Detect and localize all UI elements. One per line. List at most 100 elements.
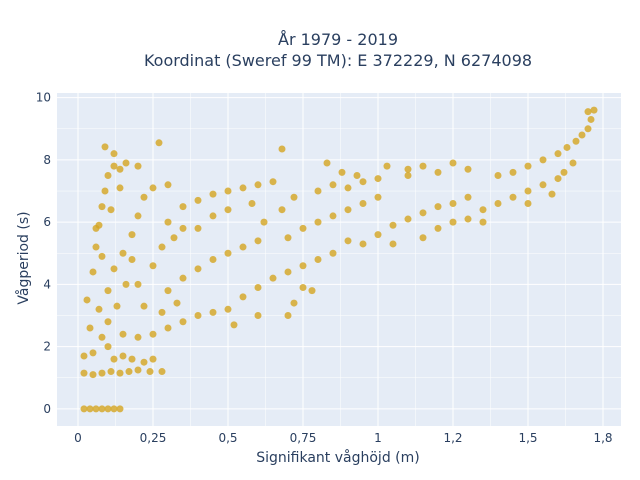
scatter-point <box>449 199 457 207</box>
scatter-point <box>104 343 112 351</box>
scatter-point <box>209 256 217 263</box>
scatter-point <box>98 405 106 413</box>
scatter-point <box>224 249 232 257</box>
scatter-point <box>239 293 247 301</box>
scatter-point <box>164 324 172 332</box>
scatter-point <box>434 168 442 176</box>
scatter-point <box>107 368 115 376</box>
scatter-point <box>389 221 397 229</box>
scatter-point <box>140 302 148 310</box>
scatter-point <box>164 218 172 226</box>
scatter-point <box>578 131 586 139</box>
scatter-point <box>338 168 346 176</box>
scatter-point <box>290 193 298 201</box>
scatter-point <box>290 299 298 307</box>
scatter-point <box>224 206 232 214</box>
scatter-point <box>434 224 442 232</box>
scatter-point <box>554 150 562 158</box>
scatter-point <box>374 231 382 239</box>
y-axis-title: Vågperiod (s) <box>15 211 32 304</box>
scatter-point <box>548 190 556 198</box>
scatter-point <box>134 162 142 170</box>
x-tick-label: 0 <box>74 431 82 445</box>
scatter-point <box>104 318 112 326</box>
scatter-point <box>179 224 187 232</box>
scatter-point <box>140 358 148 366</box>
scatter-point <box>254 237 262 245</box>
scatter-point <box>572 137 580 145</box>
scatter-point <box>107 206 115 214</box>
scatter-point <box>359 178 367 186</box>
scatter-point <box>110 162 118 170</box>
scatter-point <box>524 187 532 195</box>
scatter-point <box>179 203 187 211</box>
scatter-point <box>104 171 112 179</box>
y-tick-label: 6 <box>43 215 51 229</box>
scatter-point <box>194 265 202 273</box>
scatter-point <box>479 206 487 214</box>
x-axis-ticks: 0 0,25 0,5 0,75 1 1,2 1,5 1,8 <box>74 431 612 445</box>
scatter-point <box>494 171 502 179</box>
scatter-point <box>98 252 106 260</box>
scatter-point <box>101 187 109 195</box>
scatter-point <box>179 274 187 282</box>
scatter-point <box>128 231 136 239</box>
chart-title-line-2: Koordinat (Sweref 99 TM): E 372229, N 62… <box>144 51 532 70</box>
scatter-point <box>134 212 142 220</box>
scatter-point <box>449 218 457 226</box>
scatter-point <box>98 333 106 341</box>
scatter-point <box>308 287 316 295</box>
scatter-point <box>560 168 568 176</box>
scatter-point <box>89 349 97 357</box>
scatter-point <box>164 287 172 295</box>
scatter-point <box>128 256 136 263</box>
scatter-point <box>92 405 100 413</box>
scatter-point <box>149 355 157 363</box>
scatter-point <box>329 249 337 257</box>
scatter-point <box>284 268 292 276</box>
scatter-point <box>587 115 595 123</box>
scatter-point <box>590 106 598 114</box>
x-tick-label: 0,75 <box>290 431 317 445</box>
scatter-point <box>329 212 337 220</box>
scatter-point <box>563 143 571 151</box>
scatter-point <box>110 355 118 363</box>
scatter-point <box>95 305 103 313</box>
scatter-point <box>353 171 361 179</box>
scatter-point <box>278 145 286 153</box>
scatter-point <box>239 184 247 192</box>
x-tick-label: 0,5 <box>218 431 237 445</box>
scatter-point <box>149 330 157 338</box>
scatter-point <box>230 321 238 329</box>
scatter-point <box>98 203 106 211</box>
scatter-point <box>269 178 277 186</box>
scatter-point <box>134 280 142 288</box>
scatter-point <box>404 215 412 223</box>
x-axis-title: Signifikant våghöjd (m) <box>256 449 419 466</box>
scatter-point <box>116 405 124 413</box>
scatter-point <box>122 280 130 288</box>
x-tick-label: 1,5 <box>518 431 537 445</box>
scatter-point <box>104 405 112 413</box>
scatter-point <box>86 324 94 332</box>
scatter-point <box>509 193 517 201</box>
scatter-point <box>140 193 148 201</box>
scatter-point <box>110 265 118 273</box>
scatter-point <box>314 218 322 226</box>
scatter-point <box>104 287 112 295</box>
scatter-point <box>254 284 262 292</box>
scatter-point <box>119 330 127 338</box>
y-tick-label: 2 <box>43 340 51 354</box>
scatter-point <box>539 181 547 189</box>
scatter-point <box>113 302 121 310</box>
scatter-point <box>128 355 136 363</box>
scatter-point <box>284 234 292 242</box>
scatter-point <box>419 162 427 170</box>
scatter-point <box>404 165 412 173</box>
scatter-point <box>110 150 118 158</box>
scatter-point <box>299 224 307 232</box>
scatter-point <box>224 305 232 313</box>
scatter-point <box>434 203 442 211</box>
scatter-point <box>92 243 100 251</box>
